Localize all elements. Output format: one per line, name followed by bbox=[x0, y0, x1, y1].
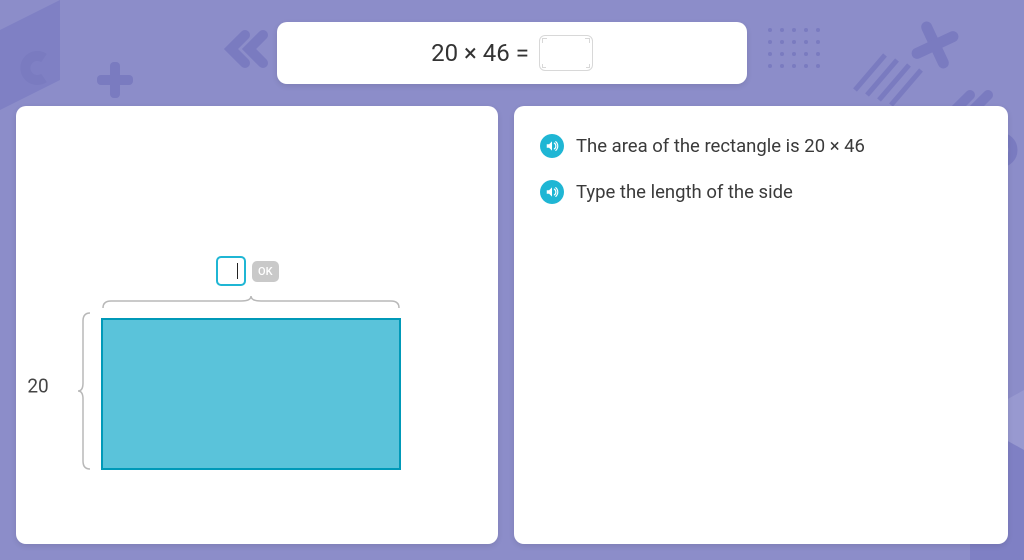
instruction-row: The area of the rectangle is 20 × 46 bbox=[540, 134, 982, 158]
diagram-panel: OK 20 bbox=[16, 106, 498, 544]
instruction-text: The area of the rectangle is 20 × 46 bbox=[576, 135, 865, 157]
rectangle-shape bbox=[101, 318, 401, 470]
question-card: 20 × 46 = bbox=[277, 22, 747, 84]
height-label: 20 bbox=[13, 375, 63, 398]
speaker-icon[interactable] bbox=[540, 180, 564, 204]
top-brace bbox=[101, 296, 401, 310]
text-cursor bbox=[237, 263, 239, 279]
top-dimension-group: OK bbox=[216, 256, 279, 286]
instruction-row: Type the length of the side bbox=[540, 180, 982, 204]
speaker-icon[interactable] bbox=[540, 134, 564, 158]
instructions-panel: The area of the rectangle is 20 × 46 Typ… bbox=[514, 106, 1008, 544]
left-brace bbox=[78, 311, 92, 471]
width-input[interactable] bbox=[216, 256, 246, 286]
panels-container: OK 20 The area of the rectangle is 20 × … bbox=[16, 106, 1008, 544]
answer-input-slot[interactable] bbox=[539, 35, 593, 71]
ok-button[interactable]: OK bbox=[252, 261, 279, 282]
instruction-text: Type the length of the side bbox=[576, 181, 793, 203]
question-expression: 20 × 46 = bbox=[431, 39, 529, 67]
